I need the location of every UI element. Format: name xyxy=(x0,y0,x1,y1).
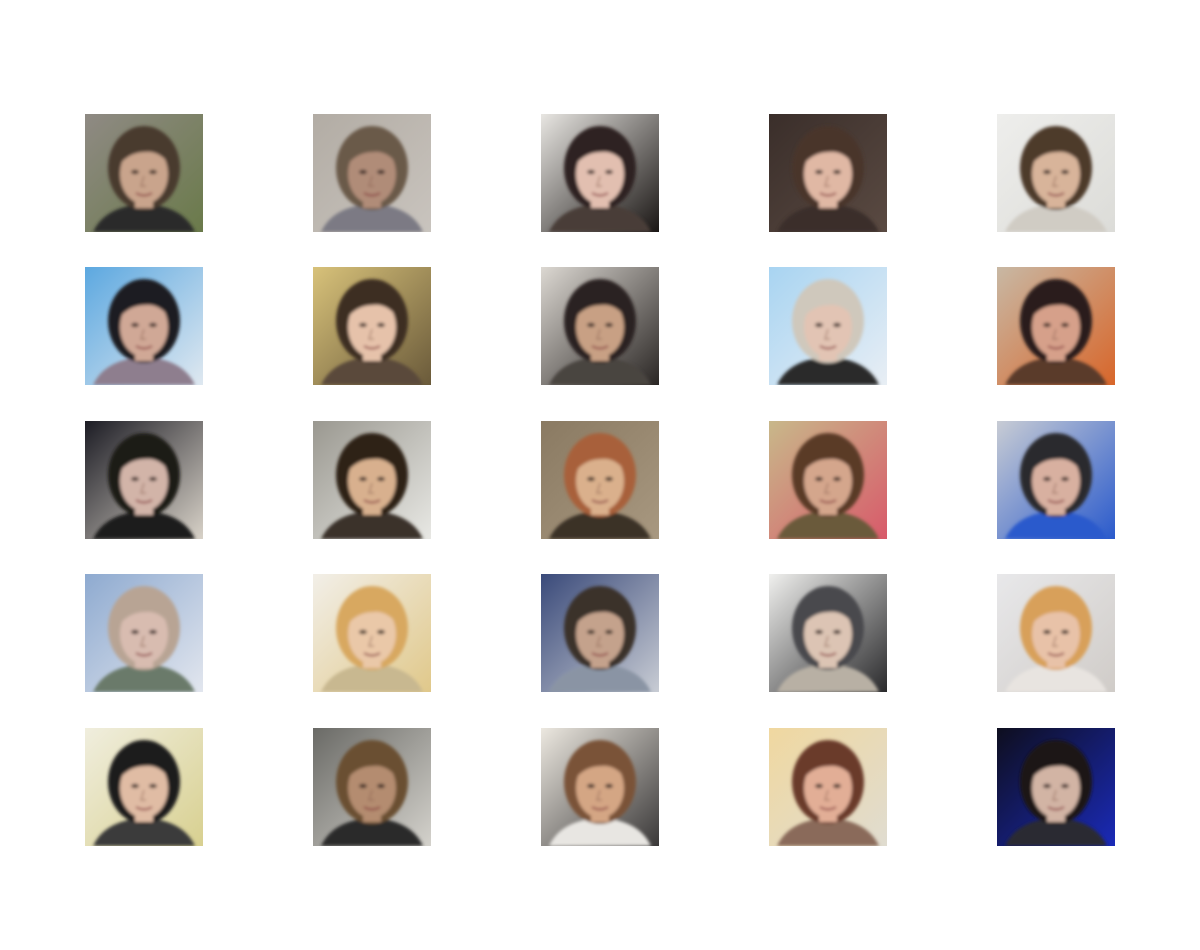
face-image-r1-c3 xyxy=(541,114,659,232)
face-image-r5-c1 xyxy=(85,728,203,846)
face-image-r5-c2 xyxy=(313,728,431,846)
face-image-r5-c3 xyxy=(541,728,659,846)
face-image-r2-c1 xyxy=(85,267,203,385)
face-image-r5-c4 xyxy=(769,728,887,846)
face-image-r1-c4 xyxy=(769,114,887,232)
face-image-r5-c5 xyxy=(997,728,1115,846)
face-image-r1-c2 xyxy=(313,114,431,232)
face-image-r2-c4 xyxy=(769,267,887,385)
face-image-r4-c1 xyxy=(85,574,203,692)
face-image-r1-c1 xyxy=(85,114,203,232)
face-image-r1-c5 xyxy=(997,114,1115,232)
face-image-r3-c1 xyxy=(85,421,203,539)
face-image-r3-c4 xyxy=(769,421,887,539)
face-image-r2-c3 xyxy=(541,267,659,385)
face-image-r4-c5 xyxy=(997,574,1115,692)
face-image-r4-c4 xyxy=(769,574,887,692)
face-image-r4-c3 xyxy=(541,574,659,692)
face-image-r3-c2 xyxy=(313,421,431,539)
face-image-r3-c3 xyxy=(541,421,659,539)
face-image-r2-c5 xyxy=(997,267,1115,385)
face-image-r4-c2 xyxy=(313,574,431,692)
face-image-r2-c2 xyxy=(313,267,431,385)
face-image-r3-c5 xyxy=(997,421,1115,539)
